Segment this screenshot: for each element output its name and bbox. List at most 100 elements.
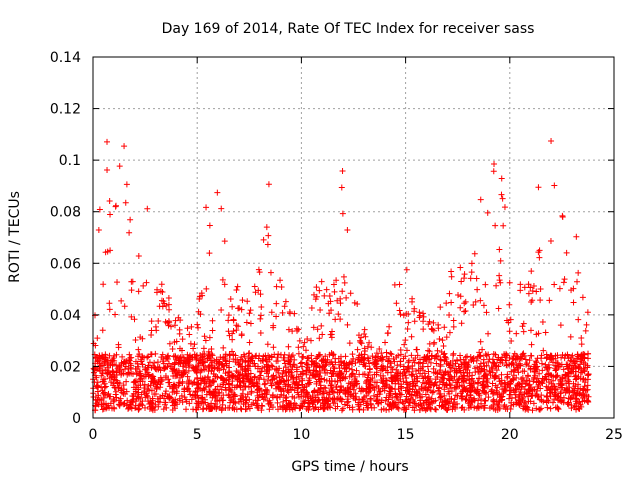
data-point (216, 390, 223, 397)
data-point (340, 273, 347, 280)
data-point (184, 373, 191, 380)
data-point (341, 401, 348, 408)
data-point (151, 359, 158, 366)
data-point (142, 394, 149, 401)
data-point (538, 360, 545, 367)
data-point (313, 363, 320, 370)
data-point (295, 344, 302, 351)
data-point (508, 361, 515, 368)
data-point (270, 322, 277, 329)
data-point (562, 371, 569, 378)
data-point (243, 319, 250, 326)
data-point (199, 354, 206, 361)
data-point (523, 377, 530, 384)
data-point (515, 396, 522, 403)
data-point (288, 386, 295, 393)
data-point (110, 404, 117, 411)
data-point (520, 328, 527, 335)
data-point (159, 358, 166, 365)
data-point (108, 373, 115, 380)
data-point (527, 327, 534, 334)
data-point (135, 288, 142, 295)
data-point (461, 300, 468, 307)
data-point (529, 288, 536, 295)
data-point (484, 209, 491, 216)
data-point (406, 390, 413, 397)
data-point (258, 303, 265, 310)
data-point (142, 404, 149, 411)
data-point (410, 357, 417, 364)
data-point (559, 212, 566, 219)
data-point (392, 391, 399, 398)
data-point (198, 394, 205, 401)
data-point (162, 388, 169, 395)
data-point (275, 406, 282, 413)
data-point (332, 405, 339, 412)
data-point (397, 347, 404, 354)
data-point (565, 401, 572, 408)
data-point (285, 382, 292, 389)
data-point (572, 392, 579, 399)
data-point (257, 330, 264, 337)
data-point (413, 373, 420, 380)
data-point (370, 384, 377, 391)
plot-frame (92, 56, 615, 419)
data-point (534, 393, 541, 400)
data-point (510, 372, 517, 379)
data-point (434, 347, 441, 354)
data-point (106, 300, 113, 307)
data-point (441, 381, 448, 388)
data-point (188, 323, 195, 330)
data-point (103, 404, 110, 411)
data-point (340, 405, 347, 412)
data-point (318, 322, 325, 329)
data-point (546, 356, 553, 363)
data-point (131, 378, 138, 385)
data-point (164, 353, 171, 360)
data-point (436, 335, 443, 342)
data-point (146, 359, 153, 366)
data-point (441, 386, 448, 393)
data-point (303, 389, 310, 396)
data-point (526, 387, 533, 394)
data-point (366, 360, 373, 367)
data-point (206, 222, 213, 229)
data-point (402, 337, 409, 344)
data-point (238, 331, 245, 338)
data-point (305, 397, 312, 404)
data-point (333, 277, 340, 284)
data-point (169, 384, 176, 391)
data-point (308, 304, 315, 311)
data-point (579, 294, 586, 301)
data-point (454, 357, 461, 364)
data-point (435, 385, 442, 392)
data-point (302, 394, 309, 401)
data-point (403, 393, 410, 400)
data-point (388, 376, 395, 383)
data-point (537, 297, 544, 304)
data-point (139, 378, 146, 385)
data-point (388, 351, 395, 358)
data-points (90, 137, 592, 414)
data-point (218, 374, 225, 381)
data-point (413, 346, 420, 353)
y-tick-label: 0.1 (59, 153, 81, 169)
data-point (519, 351, 526, 358)
data-point (113, 362, 120, 369)
data-point (582, 327, 589, 334)
data-point (328, 307, 335, 314)
data-point (95, 226, 102, 233)
data-point (161, 395, 168, 402)
data-point (157, 374, 164, 381)
data-point (482, 390, 489, 397)
data-point (382, 377, 389, 384)
data-point (352, 390, 359, 397)
data-point (237, 384, 244, 391)
data-point (231, 393, 238, 400)
data-point (426, 379, 433, 386)
data-point (506, 279, 513, 286)
x-tick-label: 5 (193, 427, 202, 443)
y-tick-label: 0.14 (50, 50, 81, 66)
data-point (461, 271, 468, 278)
data-point (426, 355, 433, 362)
